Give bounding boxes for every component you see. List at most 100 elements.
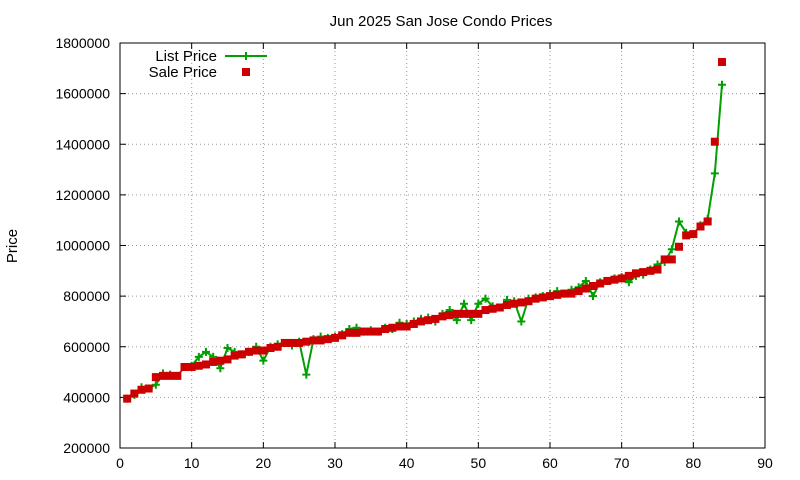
- sale-price-point: [460, 309, 468, 318]
- sale-price-point: [288, 338, 296, 347]
- x-tick-label: 90: [757, 455, 773, 471]
- y-tick-label: 200000: [63, 440, 110, 456]
- sale-price-point: [338, 331, 347, 340]
- sale-price-point: [388, 323, 397, 332]
- sale-price-point: [331, 333, 339, 342]
- x-tick-label: 40: [399, 455, 415, 471]
- sale-price-point: [237, 350, 246, 359]
- sale-price-point: [417, 317, 425, 326]
- sale-price-point: [710, 137, 719, 146]
- list-price-point: [718, 80, 726, 89]
- x-tick-label: 70: [614, 455, 630, 471]
- sale-price-point: [546, 292, 554, 301]
- x-tick-label: 10: [184, 455, 200, 471]
- sale-price-point: [180, 363, 189, 371]
- y-tick-label: 1000000: [55, 238, 110, 254]
- list-price-point: [194, 352, 203, 361]
- sale-price-point: [589, 282, 597, 290]
- sale-price-point: [144, 384, 153, 393]
- list-price-point: [216, 364, 225, 373]
- legend-mark-list-price-plus: [242, 52, 250, 60]
- legend-label-sale-price: Sale Price: [149, 64, 217, 81]
- list-price-point: [302, 370, 311, 379]
- y-tick-label: 400000: [63, 389, 110, 405]
- sale-price-point: [660, 255, 669, 264]
- x-tick-label: 30: [327, 455, 343, 471]
- list-price-point: [481, 294, 490, 303]
- sale-price-point: [452, 309, 461, 318]
- sale-price-point: [245, 347, 253, 356]
- sale-price-point: [703, 217, 712, 226]
- sale-price-point: [718, 57, 726, 66]
- chart-title: Jun 2025 San Jose Condo Prices: [330, 13, 553, 30]
- sale-price-point: [596, 279, 605, 288]
- sale-price-point: [395, 322, 404, 331]
- sale-price-point: [581, 284, 590, 293]
- sale-price-point: [402, 322, 411, 331]
- sale-price-point: [474, 309, 483, 318]
- sale-price-point: [123, 394, 132, 403]
- sale-price-point: [302, 337, 311, 346]
- list-price-point: [667, 245, 676, 254]
- sale-price-point: [259, 346, 268, 355]
- sale-price-point: [316, 336, 325, 345]
- sale-price-point: [445, 311, 454, 320]
- sale-price-point: [574, 287, 583, 296]
- sale-price-point: [374, 327, 382, 336]
- sale-price-point: [223, 355, 232, 364]
- sale-price-point: [689, 230, 698, 239]
- sale-price-point: [359, 327, 368, 336]
- sale-price-point: [617, 274, 626, 283]
- sale-price-point: [159, 371, 167, 380]
- y-tick-label: 1800000: [55, 35, 110, 51]
- list-price-point: [460, 299, 468, 308]
- axes: [119, 42, 766, 449]
- sale-price-point: [467, 309, 476, 318]
- list-price-point: [589, 292, 597, 301]
- y-tick-label: 1400000: [55, 136, 110, 152]
- sale-price-point: [438, 312, 447, 321]
- sale-price-point: [610, 275, 619, 284]
- sale-price-point: [295, 338, 304, 347]
- sale-price-point: [409, 319, 418, 328]
- legend-marks: [225, 52, 267, 76]
- sale-price-point: [503, 300, 511, 309]
- sale-price-point: [252, 346, 261, 355]
- y-tick-label: 1600000: [55, 86, 110, 102]
- sale-price-point: [553, 290, 562, 299]
- y-axis-label: Price: [4, 229, 21, 263]
- sale-price-point: [381, 325, 390, 334]
- sale-price-point: [510, 299, 519, 308]
- sale-price-point: [696, 222, 705, 231]
- list-price-point: [675, 217, 683, 226]
- sale-price-point: [309, 336, 318, 345]
- sale-price-point: [560, 289, 569, 298]
- sale-price-point: [173, 371, 182, 380]
- sale-price-point: [531, 294, 540, 303]
- x-tick-label: 20: [256, 455, 272, 471]
- sale-price-point: [603, 276, 612, 285]
- sale-price-point: [424, 316, 433, 325]
- sale-price-point: [130, 389, 139, 398]
- sale-price-point: [481, 306, 490, 315]
- sale-price-point: [345, 328, 354, 337]
- x-tick-label: 0: [116, 455, 124, 471]
- sale-price-point: [639, 268, 648, 277]
- list-price-line: [126, 84, 723, 400]
- sale-price-point: [567, 289, 576, 298]
- y-tick-label: 800000: [63, 288, 110, 304]
- list-price-point: [581, 276, 590, 285]
- sale-price-point: [151, 373, 160, 382]
- sale-price-point: [187, 363, 196, 371]
- list-price-point: [474, 299, 483, 308]
- y-tick-label: 1200000: [55, 187, 110, 203]
- x-tick-label: 50: [471, 455, 487, 471]
- sale-price-point: [431, 314, 440, 323]
- list-price-point: [710, 169, 719, 178]
- sale-price-point: [675, 242, 683, 251]
- list-price-point: [517, 317, 526, 326]
- sale-price-point: [166, 371, 175, 380]
- sale-price-point: [209, 357, 218, 366]
- sale-price-point: [194, 361, 203, 370]
